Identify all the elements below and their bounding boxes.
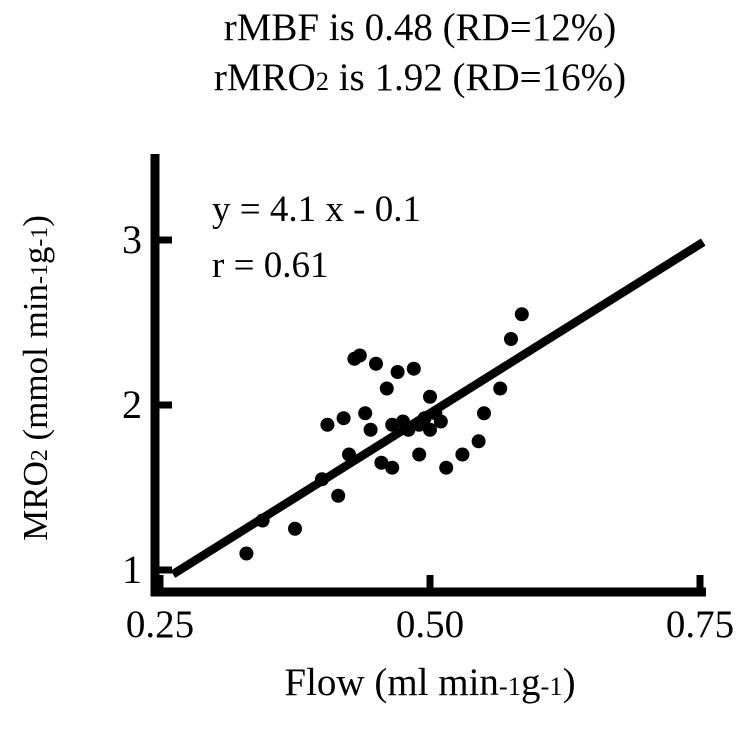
scatter-point: [423, 422, 437, 437]
correlation-label: r = 0.61: [212, 245, 329, 286]
scatter-point: [406, 361, 421, 376]
y-tick-label: 1: [122, 547, 142, 592]
scatter-point: [379, 381, 394, 396]
x-tick-label: 0.75: [666, 603, 734, 646]
scatter-point: [358, 406, 373, 421]
scatter-point: [336, 411, 351, 426]
scatter-point: [390, 365, 405, 379]
scatter-point: [385, 460, 400, 475]
scatter-point: [423, 389, 437, 404]
scatter-point: [255, 513, 270, 528]
scatter-point: [331, 488, 346, 503]
scatter-point: [352, 348, 367, 363]
scatter-point: [369, 356, 383, 371]
scatter-point: [471, 434, 486, 449]
scatter-point: [504, 332, 518, 346]
scatter-point: [417, 411, 432, 426]
scatter-point: [239, 546, 254, 561]
scatter-point: [412, 447, 427, 462]
y-tick-label: 3: [122, 217, 142, 262]
scatter-point: [401, 422, 416, 437]
x-tick-label: 0.50: [396, 603, 464, 646]
scatter-point: [385, 417, 400, 432]
figure-title-line-2: rMRO2 is 1.92 (RD=16%): [213, 56, 627, 99]
scatter-point: [374, 455, 389, 470]
scatter-point: [320, 417, 335, 432]
figure-title-line-1: rMBF is 0.48 (RD=12%): [223, 6, 617, 49]
x-tick-label: 0.25: [126, 603, 194, 646]
scatter-point: [514, 307, 529, 322]
x-axis-title: Flow (ml min-1g-1): [284, 661, 576, 704]
scatter-point: [342, 447, 356, 462]
scatter-point: [477, 406, 491, 421]
scatter-point: [315, 472, 329, 487]
scatter-point: [363, 422, 378, 437]
scatter-point: [433, 414, 448, 429]
scatter-point: [439, 460, 454, 475]
scatter-point: [455, 447, 470, 462]
scatter-point: [288, 521, 302, 536]
scatter-point: [493, 381, 508, 396]
fit-equation-label: y = 4.1 x - 0.1: [212, 189, 421, 230]
y-axis-title: MRO2 (mmol min-1g-1): [16, 215, 55, 541]
y-tick-label: 2: [122, 382, 142, 427]
